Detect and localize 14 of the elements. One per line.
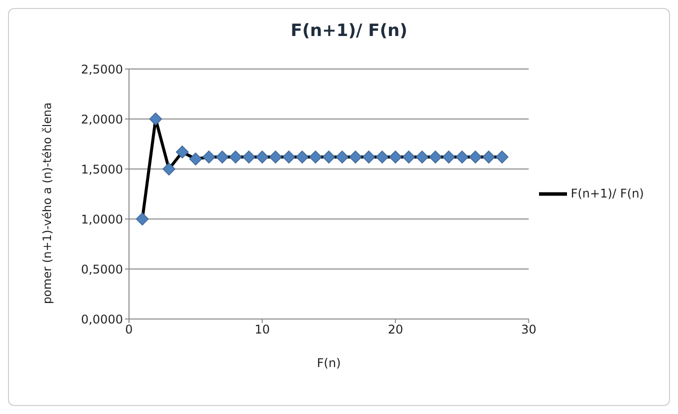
y-tick-label: 2,5000 [81, 62, 123, 76]
y-tick-label: 1,5000 [81, 162, 123, 176]
x-tick-label: 20 [388, 322, 404, 337]
y-tick-label: 1,0000 [81, 212, 123, 226]
x-tick-label: 30 [521, 322, 536, 337]
y-tick-label: 0,0000 [81, 312, 123, 326]
chart-title: F(n+1)/ F(n) [290, 21, 408, 41]
x-tick-label: 0 [125, 322, 133, 337]
x-tick-label: 10 [254, 322, 270, 337]
legend-label: F(n+1)/ F(n) [570, 186, 644, 200]
y-tick-label: 2,0000 [81, 112, 123, 126]
x-axis-title: F(n) [316, 356, 341, 370]
y-tick-label: 0,5000 [81, 262, 123, 276]
y-axis-title: pomer (n+1)-vého a (n)-tého člena [40, 102, 54, 304]
